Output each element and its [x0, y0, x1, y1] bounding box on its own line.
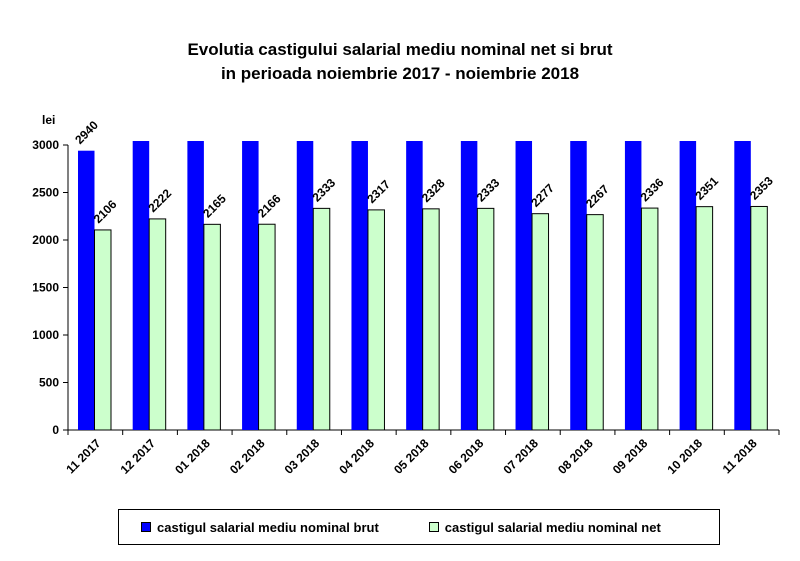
bar-brut: [78, 150, 95, 430]
bar-net: [94, 229, 112, 431]
data-label-net: 2328: [419, 176, 448, 205]
legend-label-net: castigul salarial mediu nominal net: [444, 519, 661, 535]
x-tick-label: 11 2017: [63, 436, 103, 476]
bar-brut: [351, 141, 368, 430]
bar-net: [476, 207, 495, 431]
x-tick-label: 07 2018: [500, 436, 541, 477]
bar-net: [258, 223, 276, 431]
legend-item-brut: castigul salarial mediu nominal brut: [141, 520, 379, 535]
data-label-net: 2267: [583, 182, 612, 211]
data-label-net: 2317: [364, 177, 393, 206]
chart-title: Evolutia castigului salarial mediu nomin…: [187, 40, 613, 59]
x-tick-label: 06 2018: [446, 436, 487, 477]
bar-brut: [406, 141, 423, 430]
bar-brut: [187, 141, 204, 430]
y-tick-label: 1000: [32, 328, 59, 342]
data-label-net: 2351: [692, 174, 721, 203]
bar-net: [695, 206, 714, 431]
x-tick-label: 11 2018: [720, 436, 760, 476]
x-tick-label: 09 2018: [610, 436, 651, 477]
bar-brut: [132, 141, 150, 430]
x-tick-label: 01 2018: [172, 436, 213, 477]
bar-brut: [734, 141, 751, 430]
bar-net: [640, 207, 659, 431]
y-tick-label: 0: [52, 423, 59, 437]
x-tick-label: 08 2018: [555, 436, 596, 477]
bar-net: [586, 214, 604, 431]
legend-item-net: castigul salarial mediu nominal net: [428, 519, 661, 535]
data-label-net: 2333: [309, 175, 338, 204]
x-tick-label: 04 2018: [336, 436, 377, 477]
bar-brut: [679, 141, 697, 430]
x-tick-label: 10 2018: [665, 436, 706, 477]
data-label-brut: 2940: [72, 118, 101, 147]
x-tick-label: 05 2018: [391, 436, 432, 477]
bar-net: [750, 205, 768, 431]
data-label-net: 2106: [91, 197, 120, 226]
bar-brut: [515, 141, 533, 430]
y-tick-label: 3000: [32, 138, 59, 152]
bar-net: [367, 209, 385, 431]
bar-brut: [296, 141, 314, 430]
data-label-net: 2222: [145, 186, 174, 215]
data-label-net: 2165: [200, 191, 229, 220]
data-label-net: 2333: [474, 175, 503, 204]
bar-brut: [460, 141, 478, 430]
legend: castigul salarial mediu nominal brut cas…: [118, 509, 720, 545]
legend-swatch-brut: [141, 522, 151, 532]
y-tick-label: 2500: [32, 186, 59, 200]
bar-net: [531, 213, 550, 431]
chart-subtitle: in perioada noiembrie 2017 - noiembrie 2…: [220, 64, 580, 83]
legend-swatch-net: [428, 522, 439, 532]
bar-brut: [624, 141, 642, 430]
x-tick-label: 02 2018: [227, 436, 268, 477]
bar-net: [203, 223, 221, 431]
bar-net: [312, 207, 331, 431]
bar-net: [148, 218, 167, 431]
x-tick-label: 12 2017: [118, 436, 159, 477]
bar-brut: [242, 141, 259, 430]
y-tick-label: 1500: [32, 281, 59, 295]
y-axis-label: lei: [42, 113, 55, 127]
x-tick-label: 03 2018: [282, 436, 323, 477]
data-label-net: 2336: [638, 175, 667, 204]
bar-net: [422, 208, 440, 431]
data-label-net: 2277: [528, 181, 557, 210]
y-tick-label: 2000: [32, 233, 59, 247]
y-tick-label: 500: [39, 376, 59, 390]
data-label-net: 2353: [747, 174, 776, 203]
bar-brut: [570, 141, 587, 430]
data-label-net: 2166: [255, 191, 284, 220]
legend-label-brut: castigul salarial mediu nominal brut: [157, 519, 379, 535]
